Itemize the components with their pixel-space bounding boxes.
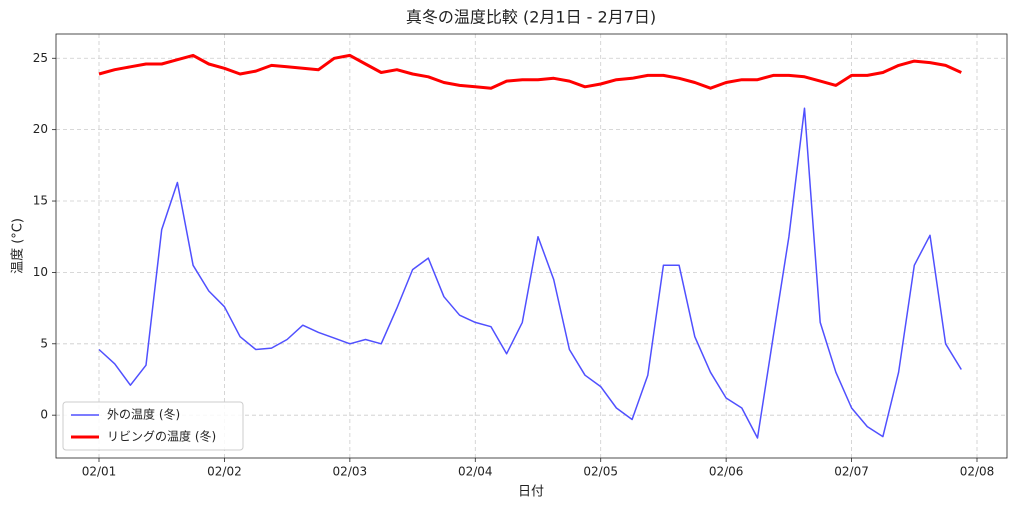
x-tick-label: 02/07 bbox=[834, 465, 869, 479]
x-axis-label: 日付 bbox=[518, 485, 544, 500]
x-tick-label: 02/05 bbox=[583, 465, 618, 479]
legend-label: 外の温度 (冬) bbox=[107, 407, 180, 422]
x-tick-label: 02/01 bbox=[82, 465, 117, 479]
y-tick-label: 15 bbox=[33, 194, 48, 208]
legend: 外の温度 (冬) リビングの温度 (冬) bbox=[62, 401, 244, 451]
x-tick-label: 02/03 bbox=[333, 465, 368, 479]
y-tick-label: 5 bbox=[40, 336, 48, 350]
y-tick-label: 0 bbox=[40, 408, 48, 422]
plot-frame bbox=[55, 33, 1008, 459]
chart-title: 真冬の温度比較 (2月1日 - 2月7日) bbox=[406, 8, 656, 27]
x-tick-label: 02/06 bbox=[709, 465, 744, 479]
y-tick-label: 10 bbox=[33, 265, 48, 279]
legend-box bbox=[62, 401, 244, 451]
y-axis-label: 温度 (°C) bbox=[10, 218, 26, 274]
y-tick-label: 25 bbox=[33, 51, 48, 65]
y-tick-label: 20 bbox=[33, 122, 48, 136]
x-tick-label: 02/04 bbox=[458, 465, 493, 479]
x-tick-label: 02/08 bbox=[960, 465, 995, 479]
x-tick-label: 02/02 bbox=[207, 465, 242, 479]
line-series bbox=[98, 107, 962, 439]
line-series bbox=[98, 53, 962, 90]
legend-label: リビングの温度 (冬) bbox=[107, 429, 216, 444]
